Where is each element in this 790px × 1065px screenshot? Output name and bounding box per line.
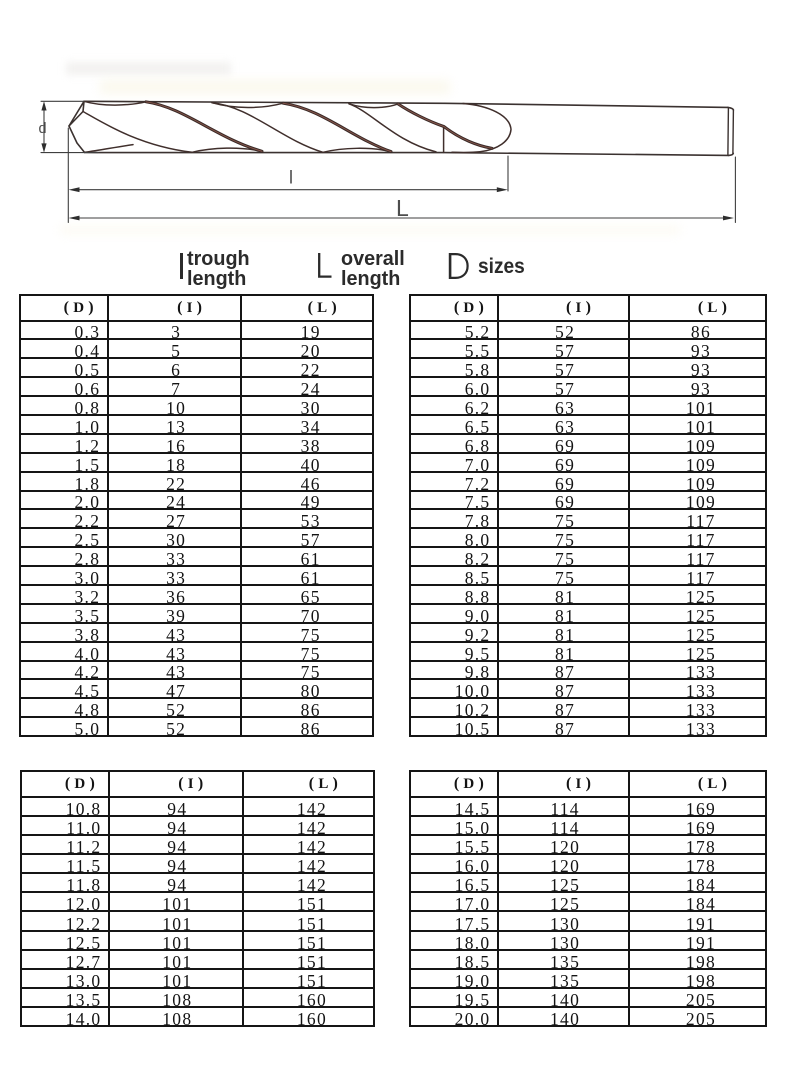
svg-text:l: l — [289, 168, 293, 188]
svg-text:d: d — [39, 121, 47, 137]
svg-text:L: L — [396, 195, 409, 221]
